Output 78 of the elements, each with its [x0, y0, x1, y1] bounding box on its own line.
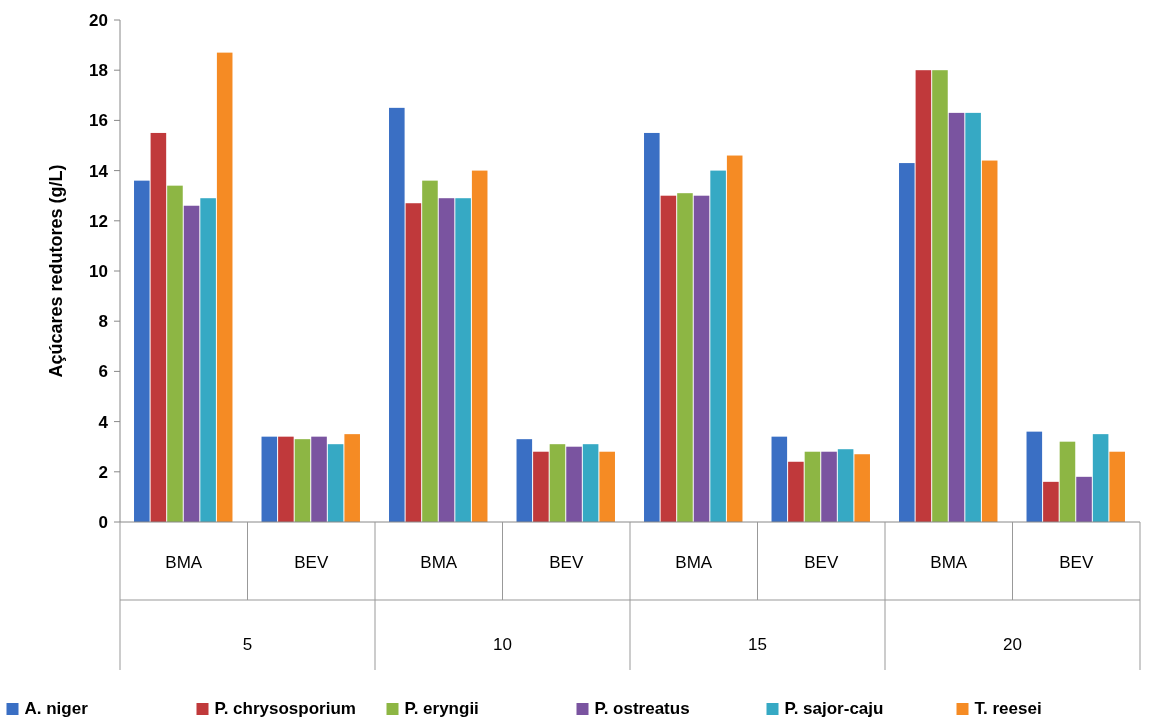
bar	[710, 170, 726, 522]
text: 20	[1003, 635, 1022, 654]
bar	[1092, 434, 1109, 522]
y-tick-label: 20	[89, 10, 108, 30]
bar	[981, 160, 998, 522]
y-tick-label: 18	[89, 61, 108, 81]
bar	[471, 170, 488, 522]
bar	[854, 454, 870, 522]
x-tick-label: BMA	[675, 553, 713, 572]
x-tick-label: BMA	[420, 553, 458, 572]
bar	[771, 436, 788, 522]
bar	[837, 449, 854, 522]
bar	[965, 112, 981, 522]
bar	[693, 195, 710, 522]
bar	[677, 193, 693, 522]
y-tick-label: 16	[89, 111, 108, 131]
text: 5	[242, 635, 253, 654]
x-tick-label: BEV	[804, 553, 839, 572]
bar	[134, 180, 150, 522]
bar	[1043, 481, 1059, 522]
bar	[438, 198, 455, 522]
bar	[261, 436, 278, 522]
bar	[183, 205, 200, 522]
bar	[582, 444, 599, 522]
bar	[422, 180, 438, 522]
bar	[405, 203, 422, 522]
y-tick-label: 0	[98, 512, 108, 532]
bar	[788, 461, 804, 522]
bar	[294, 439, 311, 522]
x-tick-label: BMA	[165, 553, 203, 572]
bar	[726, 155, 743, 522]
x-tick-label: BEV	[1059, 553, 1094, 572]
bar	[660, 195, 677, 522]
bar	[311, 436, 327, 522]
legend-label: P. sajor-caju	[784, 699, 884, 718]
x-tick-label: BEV	[549, 553, 584, 572]
text: 15	[748, 635, 767, 654]
bar	[389, 107, 405, 522]
bar	[278, 436, 294, 522]
bar	[1109, 451, 1125, 522]
bar	[344, 434, 360, 522]
bar	[821, 451, 837, 522]
y-tick-label: 8	[98, 312, 108, 332]
bar	[327, 444, 344, 522]
y-tick-label: 14	[89, 161, 109, 181]
bar	[948, 112, 965, 522]
bar	[167, 185, 183, 522]
bar	[516, 439, 533, 522]
y-tick-label: 12	[89, 211, 108, 231]
bar	[644, 132, 660, 522]
y-tick-label: 6	[98, 362, 108, 382]
y-axis-title: Açúcares redutores (g/L)	[46, 164, 66, 378]
bar	[599, 451, 615, 522]
y-tick-label: 10	[89, 261, 108, 281]
x-tick-label: BEV	[294, 553, 329, 572]
legend-label: P. eryngii	[404, 699, 479, 718]
bar	[915, 70, 932, 522]
y-tick-label: 4	[98, 412, 109, 432]
x-tick-label: BMA	[930, 553, 968, 572]
y-tick-label: 2	[98, 462, 108, 482]
bar	[150, 132, 167, 522]
bar	[1076, 476, 1092, 522]
bar	[1059, 441, 1076, 522]
bar	[549, 444, 566, 522]
bar	[455, 198, 471, 522]
legend-label: A. niger	[24, 699, 89, 718]
bar	[804, 451, 821, 522]
bar	[200, 198, 216, 522]
bar	[216, 52, 233, 522]
bar	[899, 163, 915, 522]
legend-label: T. reesei	[974, 699, 1042, 718]
bar	[533, 451, 549, 522]
text: 10	[493, 635, 512, 654]
bar	[566, 446, 582, 522]
legend-label: P. chrysosporium	[214, 699, 356, 718]
bar	[1026, 431, 1043, 522]
bar	[932, 70, 948, 522]
legend-label: P. ostreatus	[594, 699, 690, 718]
